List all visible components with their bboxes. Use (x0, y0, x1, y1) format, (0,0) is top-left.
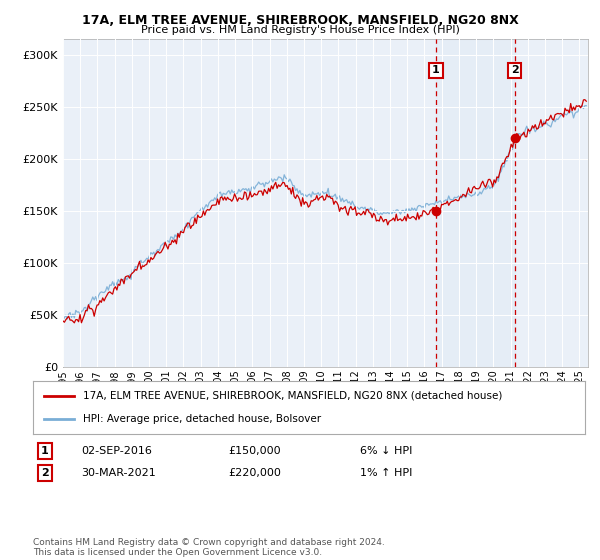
Text: 2: 2 (511, 66, 519, 76)
Text: 2: 2 (41, 468, 49, 478)
Bar (436, 39, 515, 367)
Text: 30-MAR-2021: 30-MAR-2021 (81, 468, 156, 478)
Text: 1: 1 (432, 66, 440, 76)
Text: HPI: Average price, detached house, Bolsover: HPI: Average price, detached house, Bols… (83, 414, 321, 424)
Text: £220,000: £220,000 (228, 468, 281, 478)
Text: 17A, ELM TREE AVENUE, SHIREBROOK, MANSFIELD, NG20 8NX (detached house): 17A, ELM TREE AVENUE, SHIREBROOK, MANSFI… (83, 391, 502, 401)
Text: 17A, ELM TREE AVENUE, SHIREBROOK, MANSFIELD, NG20 8NX: 17A, ELM TREE AVENUE, SHIREBROOK, MANSFI… (82, 14, 518, 27)
Text: Contains HM Land Registry data © Crown copyright and database right 2024.
This d: Contains HM Land Registry data © Crown c… (33, 538, 385, 557)
Text: Price paid vs. HM Land Registry's House Price Index (HPI): Price paid vs. HM Land Registry's House … (140, 25, 460, 35)
Text: £150,000: £150,000 (228, 446, 281, 456)
Text: 6% ↓ HPI: 6% ↓ HPI (360, 446, 412, 456)
Text: 1% ↑ HPI: 1% ↑ HPI (360, 468, 412, 478)
Text: 02-SEP-2016: 02-SEP-2016 (81, 446, 152, 456)
Text: 1: 1 (41, 446, 49, 456)
